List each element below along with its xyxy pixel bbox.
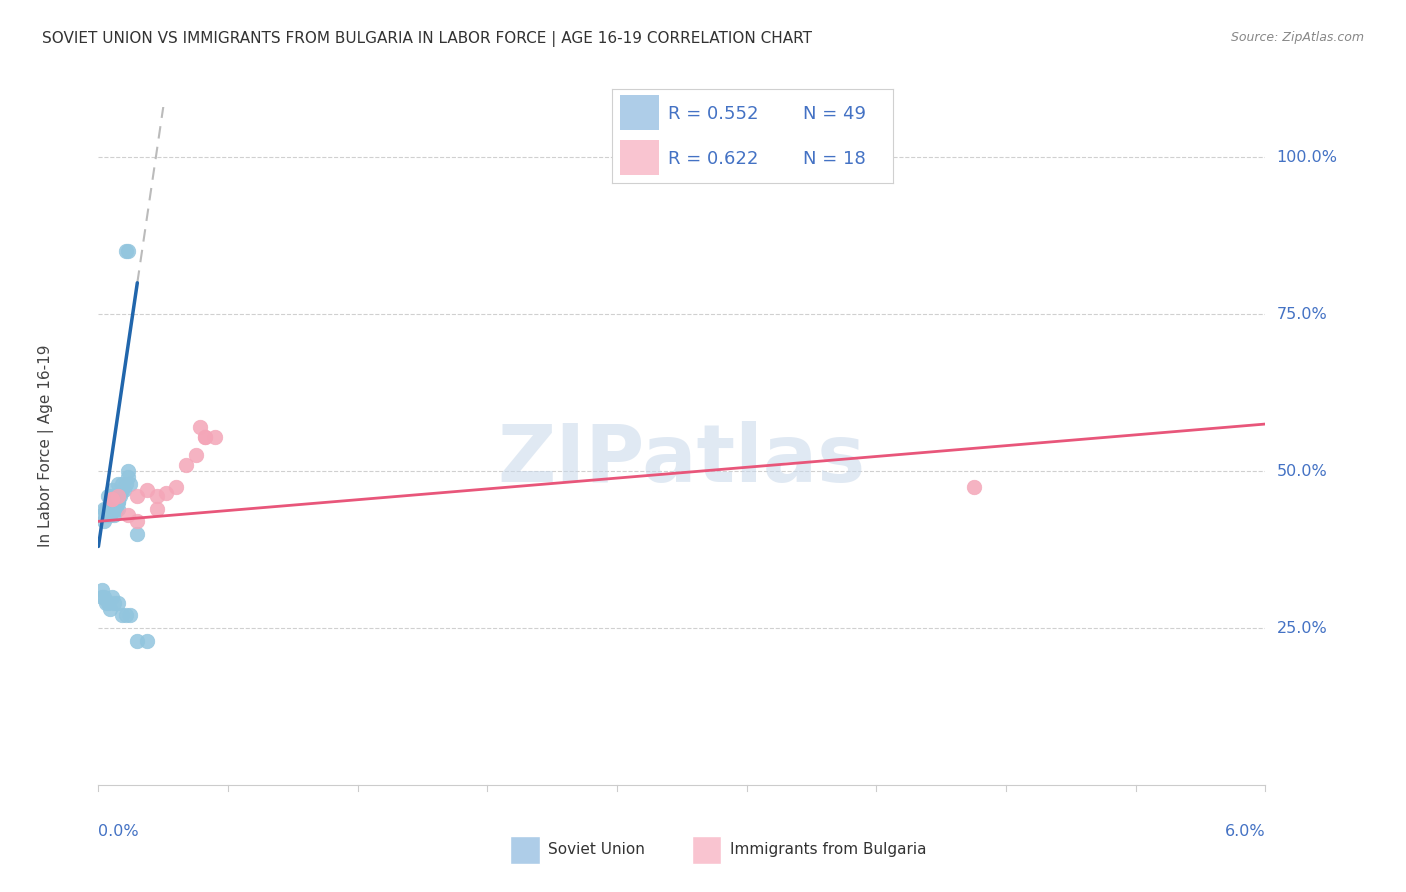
Point [103, 508, 125, 522]
Point [136, 483, 159, 497]
Point [107, 476, 129, 491]
Point [107, 495, 129, 509]
Point [93, 501, 115, 516]
Point [184, 449, 207, 463]
Point [93, 514, 115, 528]
Point [107, 489, 129, 503]
Text: R = 0.552: R = 0.552 [668, 104, 758, 122]
Point [117, 508, 139, 522]
Text: ZIPatlas: ZIPatlas [498, 420, 866, 499]
Point [114, 244, 136, 259]
Point [194, 429, 217, 443]
Point [103, 489, 125, 503]
Text: 25.0%: 25.0% [1277, 621, 1327, 635]
Point [91, 590, 114, 604]
Point [98, 501, 121, 516]
Point [103, 596, 125, 610]
Point [962, 480, 984, 494]
Point [97, 501, 120, 516]
Bar [692, 836, 721, 863]
Point [127, 514, 149, 528]
Point [118, 608, 141, 623]
Point [96, 501, 118, 516]
Point [146, 501, 169, 516]
Point [111, 608, 134, 623]
Point [114, 476, 136, 491]
Point [117, 244, 139, 259]
Point [103, 501, 125, 516]
Point [108, 489, 131, 503]
Point [96, 596, 118, 610]
Point [104, 501, 127, 516]
Point [96, 508, 118, 522]
Point [97, 489, 120, 503]
Point [188, 420, 211, 434]
Point [107, 596, 129, 610]
Text: Soviet Union: Soviet Union [548, 842, 645, 857]
Point [118, 476, 141, 491]
Point [98, 495, 121, 509]
Point [101, 483, 124, 497]
Text: SOVIET UNION VS IMMIGRANTS FROM BULGARIA IN LABOR FORCE | AGE 16-19 CORRELATION : SOVIET UNION VS IMMIGRANTS FROM BULGARIA… [42, 31, 813, 47]
Text: 6.0%: 6.0% [1225, 824, 1265, 838]
Text: 75.0%: 75.0% [1277, 307, 1327, 322]
Point [93, 590, 115, 604]
Bar [620, 95, 659, 130]
Point [107, 495, 129, 509]
Point [98, 508, 121, 522]
Point [97, 596, 120, 610]
Text: N = 49: N = 49 [803, 104, 866, 122]
Point [127, 633, 149, 648]
Point [136, 633, 159, 648]
Point [155, 486, 177, 500]
Text: 100.0%: 100.0% [1277, 150, 1337, 165]
Text: In Labor Force | Age 16-19: In Labor Force | Age 16-19 [38, 344, 53, 548]
Bar [620, 140, 659, 176]
Point [101, 492, 124, 507]
Point [204, 429, 226, 443]
Text: Source: ZipAtlas.com: Source: ZipAtlas.com [1230, 31, 1364, 45]
Point [127, 527, 149, 541]
Point [97, 508, 120, 522]
Text: R = 0.622: R = 0.622 [668, 150, 758, 168]
Point [165, 480, 187, 494]
Text: Immigrants from Bulgaria: Immigrants from Bulgaria [730, 842, 927, 857]
Point [174, 458, 197, 472]
Point [117, 470, 139, 484]
Text: N = 18: N = 18 [803, 150, 866, 168]
Point [101, 590, 124, 604]
Bar [510, 836, 540, 863]
Point [146, 489, 169, 503]
Point [112, 483, 135, 497]
Point [114, 608, 136, 623]
Point [101, 489, 124, 503]
Point [194, 429, 217, 443]
Point [117, 464, 139, 478]
Point [101, 492, 124, 507]
Point [104, 489, 127, 503]
Text: 0.0%: 0.0% [98, 824, 139, 838]
Point [107, 489, 129, 503]
Point [91, 508, 114, 522]
Point [91, 583, 114, 598]
Point [111, 483, 134, 497]
Point [107, 501, 129, 516]
Point [101, 501, 124, 516]
Point [98, 602, 121, 616]
Point [111, 476, 134, 491]
Point [127, 489, 149, 503]
Text: 50.0%: 50.0% [1277, 464, 1327, 479]
